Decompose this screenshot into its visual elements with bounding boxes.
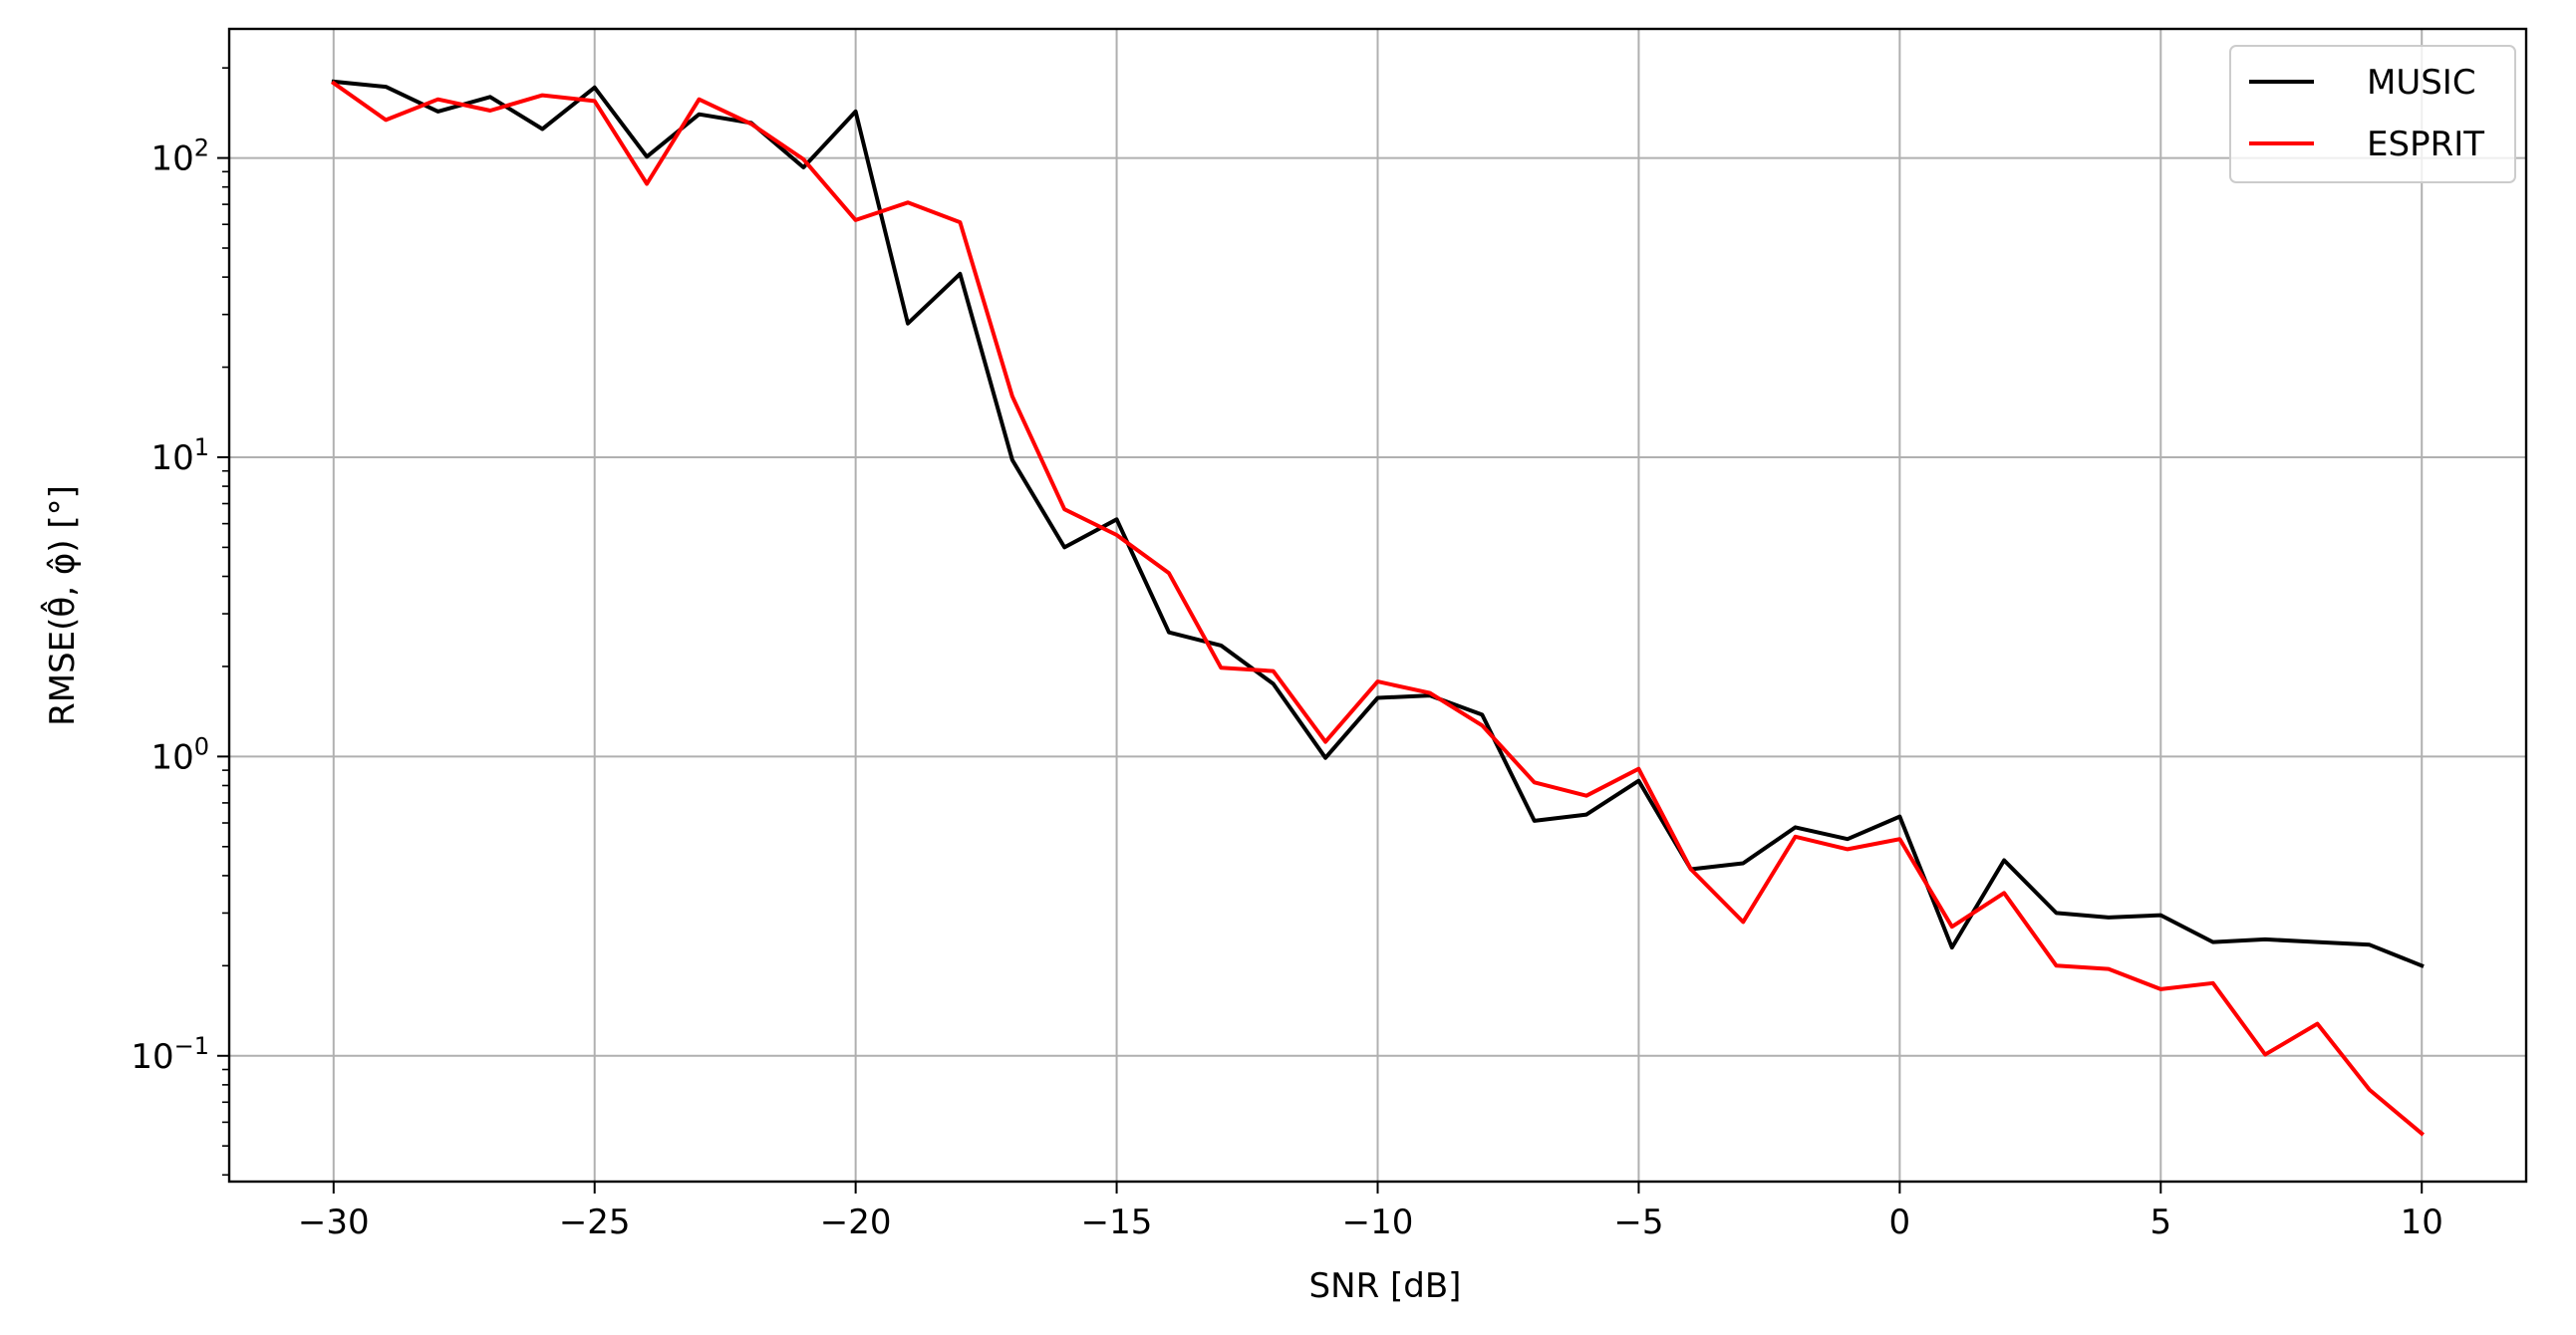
x-tick-label: −30 bbox=[298, 1202, 370, 1242]
series-lines bbox=[331, 79, 2426, 1137]
legend: MUSIC ESPRIT bbox=[2229, 45, 2516, 183]
x-tick-label: 10 bbox=[2401, 1202, 2443, 1242]
x-tick-label: −25 bbox=[559, 1202, 631, 1242]
y-tick-label: 101 bbox=[150, 433, 209, 478]
legend-label-esprit: ESPRIT bbox=[2367, 125, 2484, 164]
axis-ticks: −30 −25 −20 −15 −10 −5 0 5 10 102 101 100 10−1 bbox=[131, 67, 2443, 1242]
y-tick-label: 102 bbox=[150, 134, 209, 179]
x-tick-label: −10 bbox=[1342, 1202, 1414, 1242]
series-line-esprit bbox=[331, 80, 2426, 1137]
x-tick-label: −15 bbox=[1081, 1202, 1153, 1242]
x-tick-label: 0 bbox=[1889, 1202, 1911, 1242]
x-tick-label: −20 bbox=[820, 1202, 892, 1242]
y-axis-title: RMSE(θ̂, φ̂) [°] bbox=[41, 485, 83, 726]
y-tick-label: 100 bbox=[150, 732, 209, 777]
x-tick-label: −5 bbox=[1613, 1202, 1663, 1242]
y-tick-label: 10−1 bbox=[131, 1032, 209, 1077]
legend-label-music: MUSIC bbox=[2367, 63, 2476, 103]
x-axis-title: SNR [dB] bbox=[1309, 1266, 1462, 1306]
x-tick-label: 5 bbox=[2149, 1202, 2171, 1242]
